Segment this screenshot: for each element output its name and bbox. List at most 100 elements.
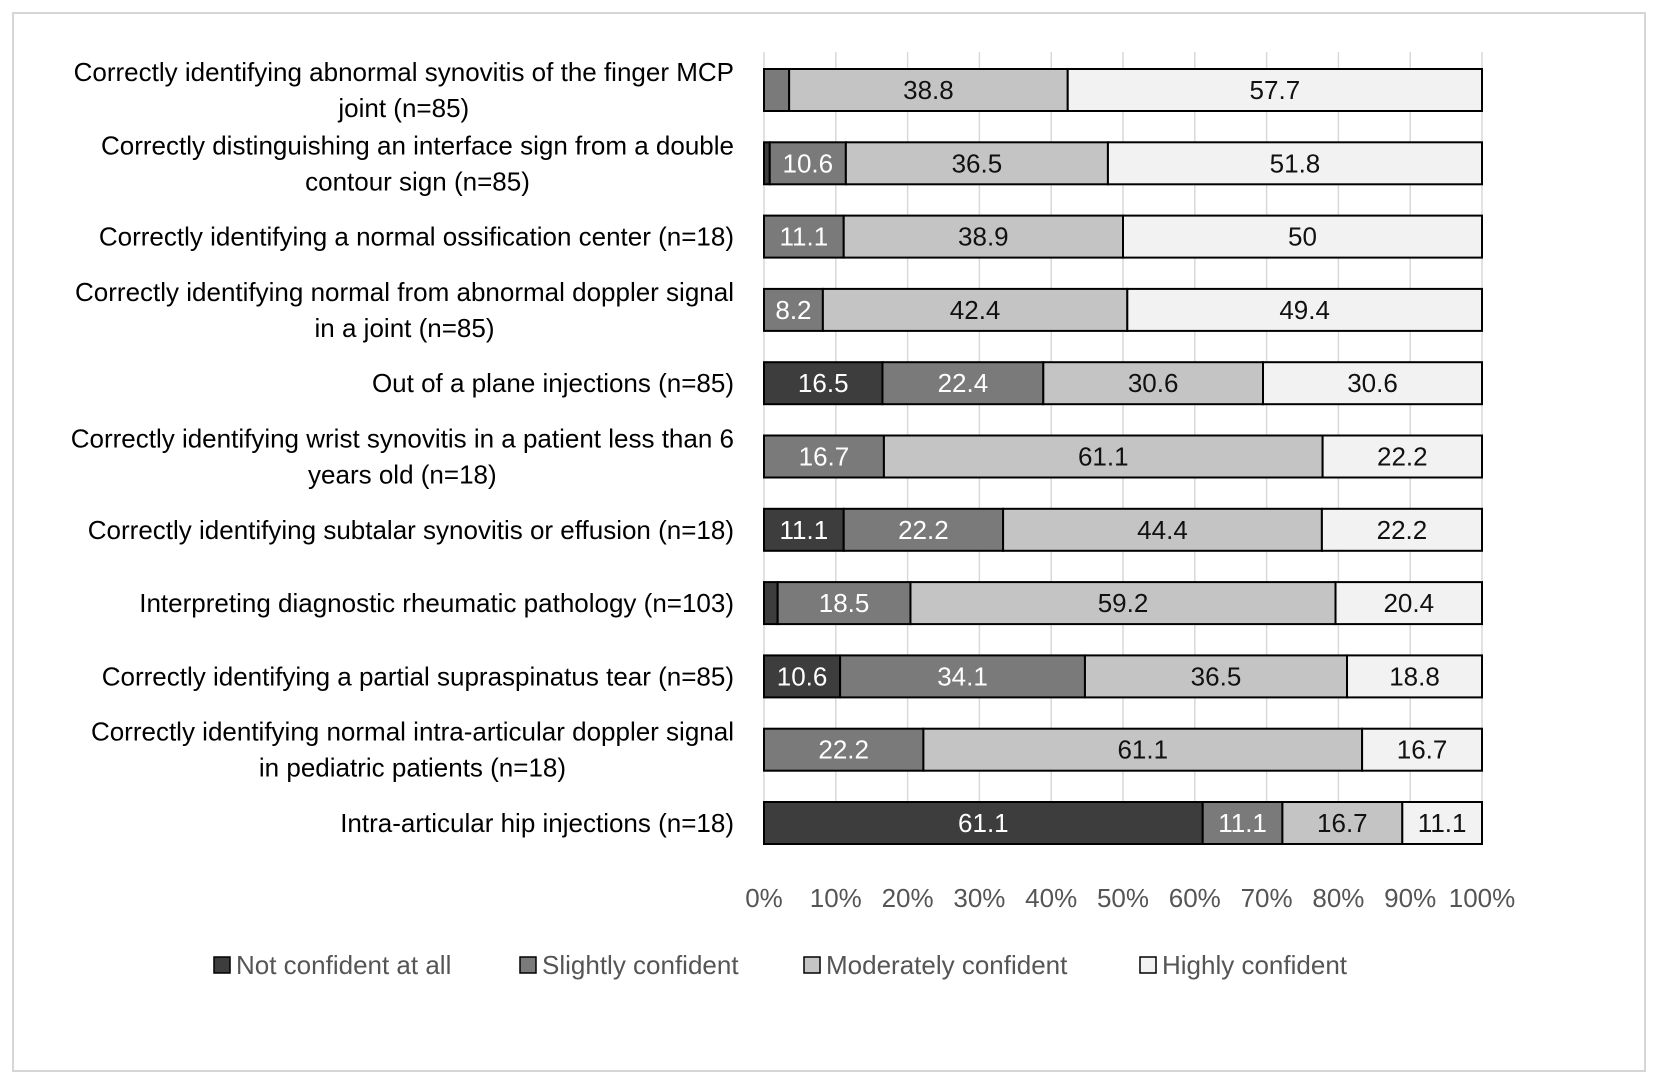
- x-tick-label: 80%: [1312, 883, 1364, 913]
- category-label-line: contour sign (n=85): [305, 166, 530, 196]
- bar-segment: [1401, 801, 1483, 845]
- legend: Not confident at all Slightly confident Mo…: [213, 950, 1348, 980]
- bar-segment: [1106, 141, 1483, 186]
- category-label-line: Correctly identifying a partial supraspi…: [102, 661, 734, 691]
- bar-segment: [909, 581, 1337, 626]
- data-label: 61.1: [1117, 735, 1168, 765]
- category-label-line: in a joint (n=85): [315, 313, 495, 343]
- bar-segment: [839, 654, 1086, 699]
- data-label: 61.1: [958, 808, 1009, 838]
- category-label-line: Correctly identifying normal from abnorm…: [75, 277, 734, 307]
- data-label: 44.4: [1137, 515, 1188, 545]
- chart-frame: 38.8 57.7 10.6 36.5 51.8 11.1 38.9 50 8.2 42.4 49.…: [12, 12, 1646, 1072]
- bar-segment: [1201, 801, 1284, 845]
- bar-segment: [763, 507, 845, 552]
- category-label-line: joint (n=85): [337, 93, 469, 123]
- data-label: 10.6: [777, 661, 828, 691]
- bar-segment: [844, 141, 1109, 186]
- legend-swatch: [803, 956, 821, 974]
- category-label: Out of a plane injections (n=85): [372, 368, 734, 398]
- data-label: 18.8: [1389, 661, 1440, 691]
- data-label: 36.5: [1191, 661, 1242, 691]
- bar-segment: [1361, 727, 1483, 772]
- category-label: Correctly identifying normal from abnorm…: [75, 277, 734, 343]
- bar-segment: [821, 287, 1129, 332]
- category-label: Correctly identifying normal intra-artic…: [91, 717, 734, 783]
- x-tick-label: 50%: [1097, 883, 1149, 913]
- data-label: 10.6: [782, 148, 833, 178]
- data-label: 22.2: [818, 735, 869, 765]
- x-tick-label: 20%: [882, 883, 934, 913]
- category-label: Intra-articular hip injections (n=18): [340, 808, 734, 838]
- legend-item: Highly confident: [1139, 950, 1348, 980]
- data-label: 22.2: [898, 515, 949, 545]
- data-label: 11.1: [1218, 808, 1267, 838]
- data-label: 11.1: [780, 515, 829, 545]
- bar-segment: [763, 68, 791, 112]
- data-label: 42.4: [950, 295, 1001, 325]
- category-label-line: in pediatric patients (n=18): [259, 753, 566, 783]
- category-labels: Correctly identifying abnormal synovitis…: [71, 57, 734, 838]
- bar-segment: [842, 507, 1005, 552]
- bar-segment: [1122, 214, 1483, 259]
- data-label: 30.6: [1128, 368, 1179, 398]
- category-label-line: Intra-articular hip injections (n=18): [340, 808, 734, 838]
- category-label: Interpreting diagnostic rheumatic pathol…: [139, 588, 734, 618]
- x-tick-label: 70%: [1241, 883, 1293, 913]
- bar-segment: [763, 654, 842, 699]
- bar-segment: [788, 68, 1069, 112]
- legend-item: Not confident at all: [213, 950, 451, 980]
- legend-label: Highly confident: [1162, 950, 1348, 980]
- legend-swatch: [519, 956, 537, 974]
- category-label: Correctly identifying a partial supraspi…: [102, 661, 734, 691]
- data-label: 11.1: [780, 222, 829, 252]
- legend-swatch: [213, 956, 231, 974]
- data-label: 57.7: [1250, 75, 1301, 105]
- bar-segment: [1281, 801, 1404, 845]
- x-tick-label: 60%: [1169, 883, 1221, 913]
- legend-item: Moderately confident: [803, 950, 1068, 980]
- x-tick-label: 0%: [745, 883, 783, 913]
- data-label: 16.7: [799, 442, 850, 472]
- data-label: 22.4: [938, 368, 989, 398]
- bar-segment: [1066, 68, 1483, 112]
- data-label: 49.4: [1279, 295, 1330, 325]
- bar-segment: [763, 434, 885, 479]
- legend-label: Moderately confident: [826, 950, 1068, 980]
- data-label: 16.7: [1317, 808, 1368, 838]
- data-label: 30.6: [1347, 368, 1398, 398]
- bars: 38.8 57.7 10.6 36.5 51.8 11.1 38.9 50 8.2 42.4 49.…: [763, 68, 1484, 845]
- x-axis: 0% 10% 20% 30% 40% 50% 60% 70% 80% 90% 100%: [745, 883, 1515, 913]
- legend-label: Not confident at all: [236, 950, 451, 980]
- category-label-line: Correctly identifying subtalar synovitis…: [88, 515, 734, 545]
- data-label: 38.9: [958, 222, 1009, 252]
- category-label: Correctly identifying abnormal synovitis…: [74, 57, 734, 123]
- data-label: 18.5: [819, 588, 870, 618]
- x-tick-label: 40%: [1025, 883, 1077, 913]
- bar-segment: [1262, 361, 1484, 406]
- data-label: 16.7: [1397, 735, 1448, 765]
- data-label: 8.2: [775, 295, 811, 325]
- category-label-line: Correctly identifying wrist synovitis in…: [71, 424, 734, 454]
- category-label: Correctly distinguishing an interface si…: [101, 130, 734, 196]
- x-tick-label: 100%: [1449, 883, 1516, 913]
- data-label: 20.4: [1383, 588, 1434, 618]
- bar-segment: [1321, 434, 1483, 479]
- bar-segment: [1346, 654, 1483, 699]
- legend-label: Slightly confident: [542, 950, 739, 980]
- data-label: 22.2: [1377, 515, 1428, 545]
- bar-segment: [882, 434, 1324, 479]
- bar-segment: [763, 361, 884, 406]
- data-label: 22.2: [1377, 442, 1428, 472]
- data-label: 59.2: [1098, 588, 1149, 618]
- bar-segment: [763, 581, 779, 626]
- category-label-line: Out of a plane injections (n=85): [372, 368, 734, 398]
- bar-segment: [763, 801, 1204, 845]
- legend-item: Slightly confident: [519, 950, 739, 980]
- bar-segment: [1320, 507, 1483, 552]
- data-label: 51.8: [1270, 148, 1321, 178]
- data-label: 11.1: [1418, 808, 1467, 838]
- data-label: 38.8: [903, 75, 954, 105]
- category-label-line: Correctly identifying abnormal synovitis…: [74, 57, 734, 87]
- category-label-line: Correctly identifying a normal ossificat…: [99, 222, 734, 252]
